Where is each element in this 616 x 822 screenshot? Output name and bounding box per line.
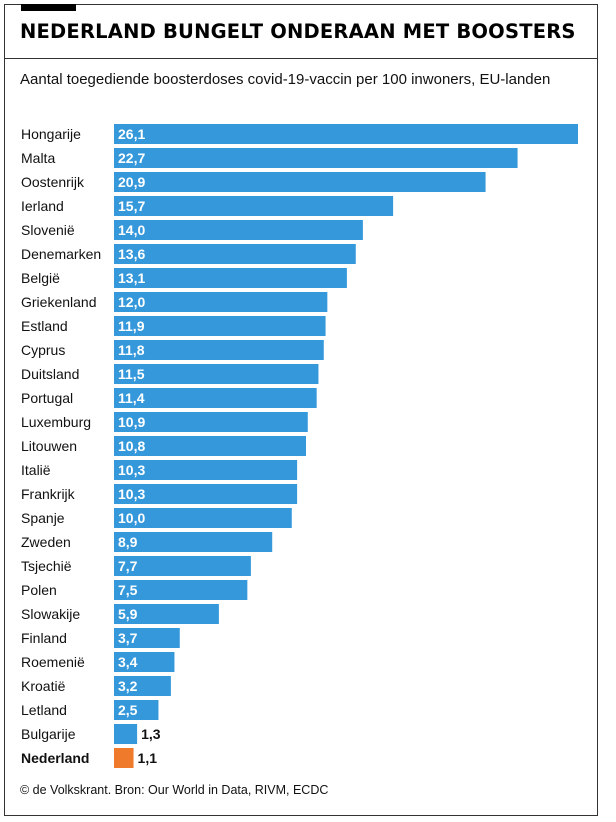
bar-litouwen xyxy=(114,436,306,456)
title-divider xyxy=(4,58,598,59)
category-label-roemenie: Roemenië xyxy=(21,654,85,670)
category-label-ierland: Ierland xyxy=(21,198,64,214)
bar-estland xyxy=(114,316,326,336)
category-label-tsjechie: Tsjechië xyxy=(21,558,72,574)
source-note: © de Volkskrant. Bron: Our World in Data… xyxy=(20,783,329,797)
bar-tsjechie xyxy=(114,556,251,576)
bar-hongarije xyxy=(114,124,578,144)
value-label-kroatie: 3,2 xyxy=(118,678,138,694)
value-label-portugal: 11,4 xyxy=(118,390,145,406)
bar-roemenie xyxy=(114,652,175,672)
value-label-frankrijk: 10,3 xyxy=(118,486,145,502)
category-label-slovenie: Slovenië xyxy=(21,222,75,238)
bar-portugal xyxy=(114,388,317,408)
value-label-hongarije: 26,1 xyxy=(118,126,145,142)
category-label-kroatie: Kroatië xyxy=(21,678,66,694)
bar-frankrijk xyxy=(114,484,298,504)
bar-slowakije xyxy=(114,604,219,624)
category-label-duitsland: Duitsland xyxy=(21,366,79,382)
category-label-bulgarije: Bulgarije xyxy=(21,726,76,742)
accent-bar xyxy=(21,4,76,11)
category-label-oostenrijk: Oostenrijk xyxy=(21,174,85,190)
bar-malta xyxy=(114,148,518,168)
bar-cyprus xyxy=(114,340,324,360)
bar-finland xyxy=(114,628,180,648)
category-label-malta: Malta xyxy=(21,150,55,166)
value-label-litouwen: 10,8 xyxy=(118,438,145,454)
category-label-luxemburg: Luxemburg xyxy=(21,414,91,430)
bar-luxemburg xyxy=(114,412,308,432)
bar-ierland xyxy=(114,196,394,216)
bar-zweden xyxy=(114,532,273,552)
value-label-roemenie: 3,4 xyxy=(118,654,138,670)
value-label-cyprus: 11,8 xyxy=(118,342,145,358)
category-label-portugal: Portugal xyxy=(21,390,73,406)
bar-bulgarije xyxy=(114,724,138,744)
bar-denemarken xyxy=(114,244,356,264)
category-label-slowakije: Slowakije xyxy=(21,606,80,622)
bar-duitsland xyxy=(114,364,319,384)
bar-kroatie xyxy=(114,676,171,696)
category-label-belgie: België xyxy=(21,270,60,286)
value-label-nederland: 1,1 xyxy=(138,750,158,766)
value-label-tsjechie: 7,7 xyxy=(118,558,138,574)
value-label-finland: 3,7 xyxy=(118,630,138,646)
bar-oostenrijk xyxy=(114,172,486,192)
bar-polen xyxy=(114,580,248,600)
value-label-spanje: 10,0 xyxy=(118,510,145,526)
value-label-belgie: 13,1 xyxy=(118,270,145,286)
value-label-slovenie: 14,0 xyxy=(118,222,145,238)
value-label-bulgarije: 1,3 xyxy=(141,726,161,742)
value-label-letland: 2,5 xyxy=(118,702,138,718)
value-label-luxemburg: 10,9 xyxy=(118,414,145,430)
value-label-italie: 10,3 xyxy=(118,462,145,478)
bar-griekenland xyxy=(114,292,328,312)
category-label-letland: Letland xyxy=(21,702,67,718)
value-label-oostenrijk: 20,9 xyxy=(118,174,145,190)
category-label-zweden: Zweden xyxy=(21,534,71,550)
category-label-italie: Italië xyxy=(21,462,51,478)
category-label-denemarken: Denemarken xyxy=(21,246,101,262)
bar-slovenie xyxy=(114,220,363,240)
category-label-griekenland: Griekenland xyxy=(21,294,97,310)
value-label-polen: 7,5 xyxy=(118,582,138,598)
category-label-polen: Polen xyxy=(21,582,57,598)
value-label-denemarken: 13,6 xyxy=(118,246,145,262)
chart-subtitle: Aantal toegediende boosterdoses covid-19… xyxy=(20,71,551,88)
value-label-malta: 22,7 xyxy=(118,150,145,166)
category-label-finland: Finland xyxy=(21,630,67,646)
bar-italie xyxy=(114,460,298,480)
chart-title: NEDERLAND BUNGELT ONDERAAN MET BOOSTERS xyxy=(20,20,576,43)
category-label-spanje: Spanje xyxy=(21,510,65,526)
value-label-zweden: 8,9 xyxy=(118,534,138,550)
category-label-frankrijk: Frankrijk xyxy=(21,486,76,502)
value-label-griekenland: 12,0 xyxy=(118,294,145,310)
value-label-estland: 11,9 xyxy=(118,318,145,334)
bar-spanje xyxy=(114,508,292,528)
bar-nederland xyxy=(114,748,134,768)
value-label-duitsland: 11,5 xyxy=(118,366,145,382)
category-label-litouwen: Litouwen xyxy=(21,438,77,454)
category-label-cyprus: Cyprus xyxy=(21,342,65,358)
category-label-estland: Estland xyxy=(21,318,68,334)
value-label-slowakije: 5,9 xyxy=(118,606,138,622)
bar-belgie xyxy=(114,268,347,288)
bar-letland xyxy=(114,700,159,720)
category-label-nederland: Nederland xyxy=(21,750,89,766)
category-label-hongarije: Hongarije xyxy=(21,126,81,142)
value-label-ierland: 15,7 xyxy=(118,198,145,214)
